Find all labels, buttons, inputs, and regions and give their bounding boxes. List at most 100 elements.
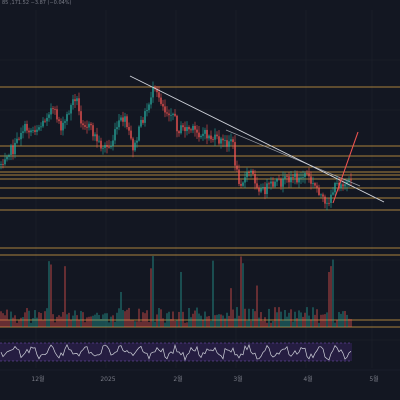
candle-body	[72, 99, 74, 106]
volume-bar	[114, 321, 116, 327]
candle-body	[306, 173, 308, 174]
volume-bar	[64, 266, 66, 327]
volume-bar	[92, 315, 94, 327]
volume-bar	[200, 315, 202, 327]
candle-body	[154, 86, 156, 89]
candle-body	[242, 182, 244, 186]
candle-body	[348, 179, 350, 182]
candle-body	[52, 108, 54, 110]
candle-body	[82, 123, 84, 126]
volume-bar	[210, 321, 212, 327]
volume-bar	[100, 319, 102, 327]
candle-body	[276, 178, 278, 182]
volume-bar	[54, 322, 56, 327]
candle-body	[340, 184, 342, 189]
candle-body	[14, 142, 16, 155]
volume-bar	[34, 310, 36, 327]
volume-bar	[188, 308, 190, 327]
candle-body	[194, 125, 196, 130]
candle-body	[168, 113, 170, 116]
volume-bar	[174, 320, 176, 327]
volume-bar	[56, 316, 58, 327]
volume-bar	[70, 319, 72, 327]
volume-bar	[82, 312, 84, 327]
rsi-band	[0, 343, 352, 361]
candle-body	[0, 164, 2, 165]
candle-body	[174, 113, 176, 116]
volume-bar	[180, 271, 182, 327]
candle-body	[170, 114, 172, 116]
volume-bar	[190, 317, 192, 327]
volume-bar	[300, 312, 302, 327]
candle-body	[10, 145, 12, 155]
candle-body	[264, 187, 266, 195]
volume-bar	[108, 322, 110, 327]
volume-bar	[244, 308, 246, 327]
volume-bar	[30, 322, 32, 327]
candle-body	[16, 138, 18, 143]
candle-body	[318, 187, 320, 195]
candle-body	[172, 113, 174, 115]
candle-body	[90, 123, 92, 126]
volume-bar	[296, 318, 298, 327]
candle-body	[126, 116, 128, 128]
volume-bar	[66, 314, 68, 327]
candle-body	[78, 98, 80, 112]
volume-bar	[132, 320, 134, 327]
volume-bar	[120, 291, 122, 327]
volume-bar	[306, 307, 308, 327]
candle-body	[80, 111, 82, 124]
candle-body	[70, 105, 72, 114]
volume-bar	[48, 261, 50, 327]
candle-body	[312, 183, 314, 184]
candle-body	[112, 140, 114, 146]
volume-bar	[314, 314, 316, 327]
candle-body	[12, 145, 14, 155]
volume-bar	[312, 307, 314, 327]
volume-bar	[124, 311, 126, 327]
volume-bar	[16, 322, 18, 327]
candle-body	[190, 129, 192, 131]
volume-bar	[316, 309, 318, 327]
candle-body	[256, 183, 258, 188]
ohlc-readout: 85 ,171.52 −3.87 (−0.04%)	[2, 0, 72, 6]
candle-body	[92, 125, 94, 137]
candle-body	[322, 194, 324, 197]
volume-bar	[62, 311, 64, 327]
candle-body	[292, 176, 294, 178]
volume-bar	[78, 319, 80, 327]
volume-bar	[310, 319, 312, 327]
volume-bar	[266, 322, 268, 327]
volume-bar	[116, 312, 118, 327]
volume-bar	[228, 315, 230, 327]
candle-body	[238, 169, 240, 184]
candle-body	[34, 130, 36, 132]
candle-body	[334, 182, 336, 193]
time-axis-label: 12월	[31, 375, 44, 383]
candle-body	[124, 116, 126, 122]
volume-bar	[324, 314, 326, 327]
candle-body	[66, 114, 68, 122]
candle-body	[304, 173, 306, 178]
candle-body	[236, 165, 238, 170]
candle-body	[76, 98, 78, 102]
volume-bar	[224, 318, 226, 327]
candle-body	[268, 183, 270, 185]
volume-bar	[344, 311, 346, 327]
volume-bar	[348, 318, 350, 327]
candle-body	[342, 184, 344, 187]
volume-bar	[46, 308, 48, 327]
horizontal-levels	[0, 86, 400, 328]
time-axis-label: 4월	[303, 375, 312, 383]
volume-bar	[172, 311, 174, 327]
candle-body	[30, 130, 32, 133]
volume-bar	[72, 315, 74, 327]
candle-body	[220, 138, 222, 144]
volume-bar	[94, 314, 96, 327]
volume-bar	[340, 313, 342, 327]
candle-body	[8, 154, 10, 157]
volume-bar	[332, 259, 334, 327]
candle-body	[32, 130, 34, 132]
